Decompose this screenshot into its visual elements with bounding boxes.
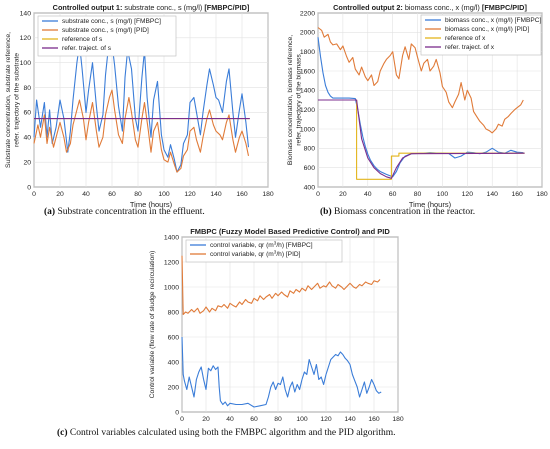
chart-control-variables: 0 20 40 60 80 100 120 140 160 180 0 200 400 600 800 100… (149, 227, 404, 423)
y-tick-label: 100 (20, 60, 32, 67)
y-tick-label: 600 (304, 165, 316, 172)
y-tick-label: 1000 (300, 126, 315, 133)
x-tick-label: 80 (274, 416, 282, 423)
x-tick-label: 180 (262, 191, 274, 198)
y-axis-label: Control variable (flow rate of sludge re… (149, 251, 156, 399)
legend-entry: reference of x (445, 35, 486, 42)
y-tick-label: 1200 (164, 259, 179, 266)
chart-title: Controlled output 2: biomass conc., x (m… (333, 3, 527, 12)
x-tick-label: 60 (108, 191, 116, 198)
y-tick-label: 400 (168, 359, 180, 366)
y-tick-label: 120 (20, 35, 32, 42)
y-axis-label: refer. trajectory of the biomass (295, 54, 302, 146)
y-tick-label: 40 (23, 135, 31, 142)
y-tick-label: 1000 (164, 284, 179, 291)
caption-c: (c) Control variables calculated using b… (57, 428, 396, 438)
x-axis-label: Time (hours) (130, 200, 173, 209)
x-tick-label: 80 (414, 191, 422, 198)
y-tick-label: 1400 (300, 88, 315, 95)
x-tick-label: 0 (180, 416, 184, 423)
x-tick-label: 20 (202, 416, 210, 423)
legend-entry: refer. traject. of s (62, 45, 112, 52)
series-line-4 (318, 99, 525, 179)
x-tick-label: 180 (536, 191, 548, 198)
y-tick-label: 0 (175, 409, 179, 416)
x-tick-label: 160 (511, 191, 523, 198)
legend-entry: reference of s (62, 36, 103, 43)
series-line-1 (181, 336, 382, 408)
y-tick-label: 60 (23, 110, 31, 117)
legend-entry: biomass conc., x (mg/l) [PID] (445, 26, 529, 33)
caption-b: (b) Biomass concentration in the reactor… (320, 207, 476, 217)
legend-entry: substrate conc., s (mg/l) [PID] (62, 27, 149, 34)
x-tick-label: 100 (158, 191, 170, 198)
chart-title: FMBPC (Fuzzy Model Based Predictive Cont… (190, 227, 390, 236)
x-tick-label: 0 (32, 191, 36, 198)
legend-box (185, 239, 343, 263)
x-tick-label: 40 (226, 416, 234, 423)
y-tick-label: 200 (168, 384, 180, 391)
x-tick-label: 140 (487, 191, 499, 198)
x-tick-label: 60 (389, 191, 397, 198)
x-tick-label: 40 (364, 191, 372, 198)
series-line-3 (318, 99, 525, 180)
legend-box (420, 14, 542, 56)
y-tick-label: 20 (23, 159, 31, 166)
y-tick-label: 400 (304, 184, 316, 191)
plot-area (181, 236, 399, 413)
y-tick-label: 80 (23, 85, 31, 92)
x-tick-label: 40 (82, 191, 90, 198)
y-tick-label: 0 (27, 184, 31, 191)
x-axis-label: Time (hours) (409, 200, 452, 209)
y-tick-label: 1600 (300, 68, 315, 75)
y-tick-label: 1200 (300, 107, 315, 114)
x-tick-label: 100 (296, 416, 308, 423)
chart-title: Controlled output 1: substrate conc., s … (53, 3, 250, 12)
x-tick-label: 100 (437, 191, 449, 198)
y-tick-label: 1800 (300, 49, 315, 56)
y-tick-label: 2000 (300, 30, 315, 37)
y-tick-label: 800 (304, 146, 316, 153)
y-tick-label: 2200 (300, 10, 315, 17)
x-tick-label: 20 (56, 191, 64, 198)
caption-a: (a) Substrate concentration in the efflu… (44, 207, 205, 217)
legend-entry: biomass conc., x (mg/l) [FMBPC] (445, 17, 542, 24)
legend-box (37, 15, 177, 57)
series-line-2 (181, 255, 381, 316)
x-tick-label: 160 (236, 191, 248, 198)
y-tick-label: 800 (168, 309, 180, 316)
x-tick-label: 60 (250, 416, 258, 423)
x-tick-label: 160 (368, 416, 380, 423)
x-tick-label: 80 (134, 191, 142, 198)
y-tick-label: 1400 (164, 234, 179, 241)
legend-entry: control variable, qr (m3/h) [PID] (210, 250, 301, 259)
chart-substrate: 0 20 40 60 80 100 120 140 160 180 0 20 40 60 80 100 120 1… (5, 3, 274, 209)
y-axis-label: Biomass concentration, biomass reference… (287, 35, 294, 165)
series-line-1 (33, 43, 250, 173)
x-tick-label: 20 (339, 191, 347, 198)
series-line-2 (317, 27, 524, 134)
legend-entry: substrate conc., s (mg/l) [FMBPC] (62, 18, 161, 25)
x-tick-label: 0 (316, 191, 320, 198)
y-axis-label: Substrate concentration, substrate refer… (5, 32, 12, 168)
legend-entry: refer. traject. of x (445, 44, 495, 51)
x-tick-label: 120 (320, 416, 332, 423)
x-tick-label: 140 (344, 416, 356, 423)
x-tick-label: 120 (184, 191, 196, 198)
y-tick-label: 600 (168, 334, 180, 341)
x-tick-label: 140 (210, 191, 222, 198)
x-tick-label: 120 (462, 191, 474, 198)
y-axis-label: refer. trajectory of the substrate (13, 53, 20, 147)
chart-biomass: 0 20 40 60 80 100 120 140 160 180 400 600 800 1000 120… (287, 3, 548, 209)
y-tick-label: 140 (20, 10, 32, 17)
legend-entry: control variable, qr (m3/h) [FMBPC] (210, 241, 313, 250)
x-tick-label: 180 (392, 416, 404, 423)
